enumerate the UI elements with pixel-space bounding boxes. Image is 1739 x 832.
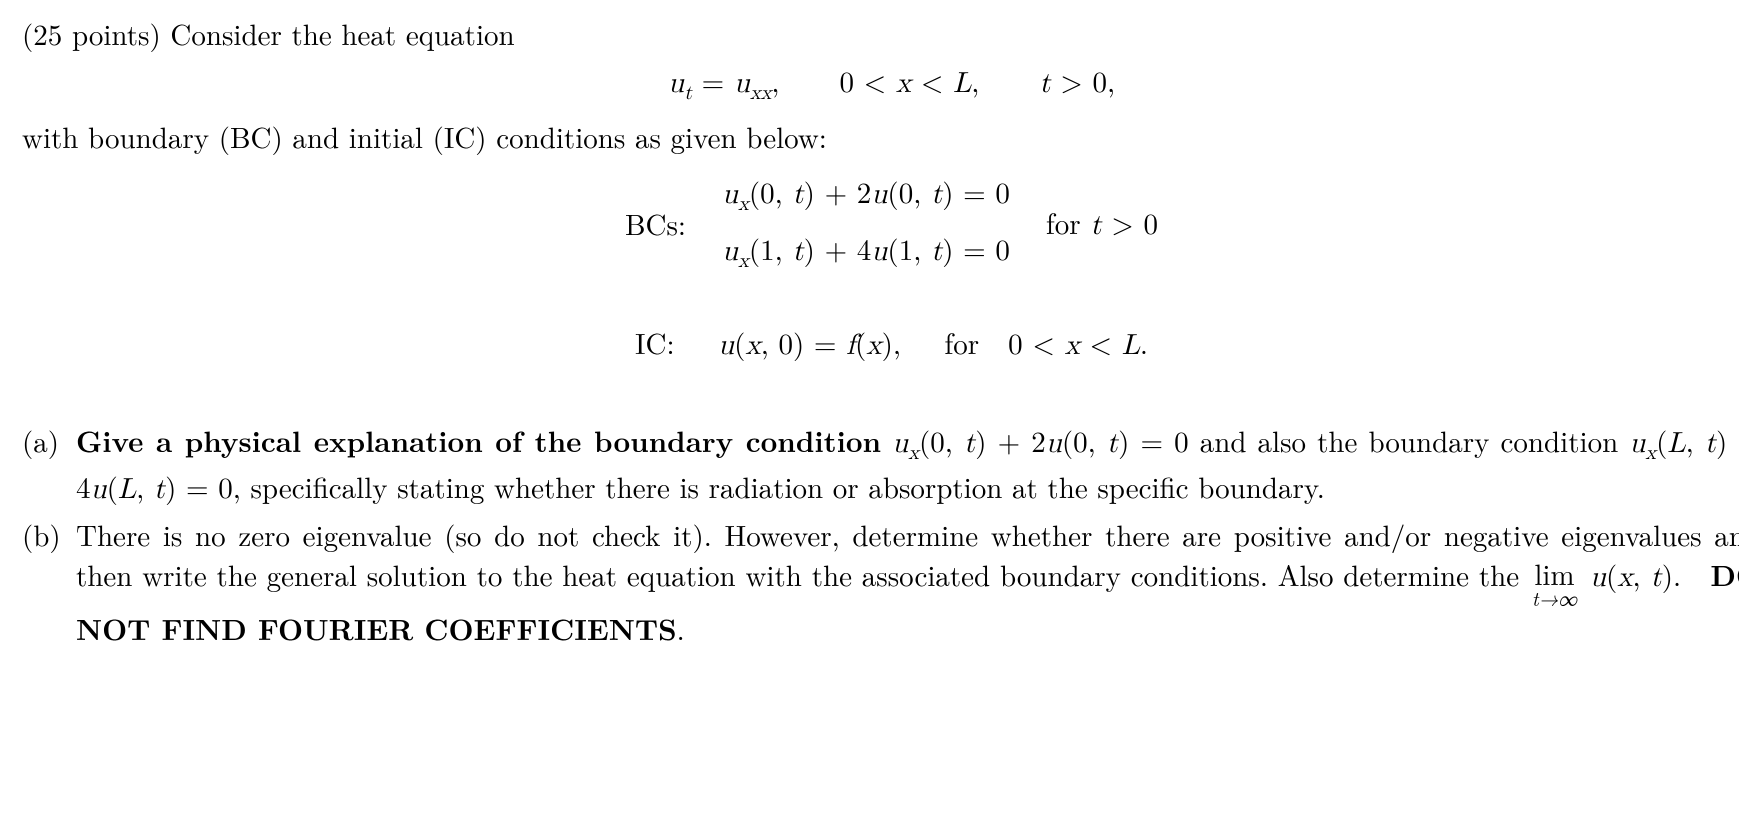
part-a-text: Give a physical explanation of the bound… bbox=[76, 420, 1739, 507]
bc-eq-2: ux(1, t) + 4u(1, t) = 0 bbox=[722, 229, 1010, 275]
heat-equation: ut = uxx,0 < x < L,t > 0, bbox=[22, 61, 1739, 107]
bc-label: BCs: bbox=[607, 162, 704, 284]
part-b-text: There is no zero eigenvalue (so do not c… bbox=[76, 514, 1739, 648]
problem-intro: (25 points) Consider the heat equation bbox=[22, 14, 1739, 53]
bc-ic-lead: with boundary (BC) and initial (IC) cond… bbox=[22, 117, 1739, 156]
ic-line: IC: u(x, 0) = f(x), for 0 < x < L. bbox=[22, 323, 1739, 365]
part-a: (a) Give a physical explanation of the b… bbox=[76, 421, 1739, 509]
bc-block: BCs: ux(0, t) + 2u(0, t) = 0 ux(1, t) + … bbox=[22, 162, 1739, 293]
part-a-label: (a) bbox=[22, 421, 59, 460]
part-b-label: (b) bbox=[22, 515, 61, 554]
bc-eq-1: ux(0, t) + 2u(0, t) = 0 bbox=[722, 172, 1010, 218]
bc-for: for t > 0 bbox=[1028, 162, 1176, 284]
part-b: (b) There is no zero eigenvalue (so do n… bbox=[76, 515, 1739, 647]
